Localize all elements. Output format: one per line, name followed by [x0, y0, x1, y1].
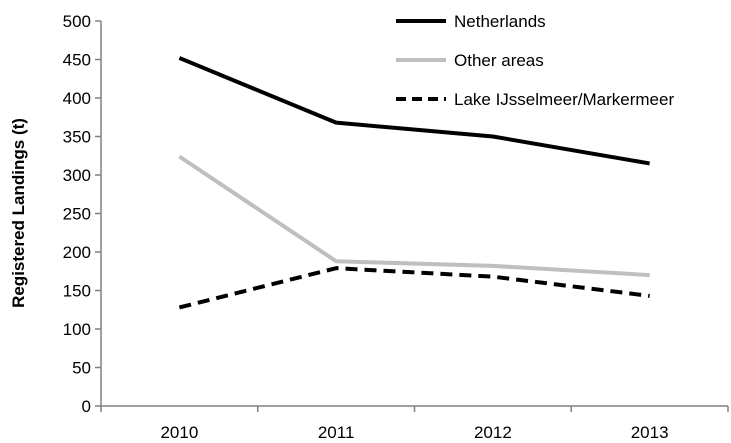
series-layer	[178, 56, 650, 310]
y-tick-label: 350	[63, 128, 91, 147]
y-tick-label: 150	[63, 282, 91, 301]
y-tick-label: 100	[63, 320, 91, 339]
y-tick-label: 500	[63, 12, 91, 31]
x-tick-label: 2010	[160, 423, 198, 442]
series-line-2	[178, 154, 650, 278]
series-line-1	[178, 56, 650, 166]
y-axis-title: Registered Landings (t)	[9, 118, 28, 308]
x-axis: 2010 2011 2012 2013	[100, 405, 729, 442]
x-tick-label: 2013	[631, 423, 669, 442]
legend-label-1: Netherlands	[454, 12, 546, 31]
y-tick-label: 0	[82, 397, 91, 416]
y-tick-label: 400	[63, 89, 91, 108]
legend: Netherlands Other areas Lake IJsselmeer/Ma…	[396, 12, 674, 109]
y-tick-label: 250	[63, 205, 91, 224]
y-axis: 0 50 100 150 200 250 300 350 400 450 500	[63, 12, 102, 416]
y-tick-label: 450	[63, 51, 91, 70]
y-tick-label: 50	[72, 359, 91, 378]
legend-label-3: Lake IJsselmeer/Markermeer	[454, 90, 674, 109]
x-tick-label: 2011	[318, 423, 355, 442]
legend-label-2: Other areas	[454, 51, 544, 70]
x-tick-label: 2012	[474, 423, 512, 442]
y-tick-label: 300	[63, 166, 91, 185]
series-line-3	[178, 266, 650, 310]
y-tick-label: 200	[63, 243, 91, 262]
